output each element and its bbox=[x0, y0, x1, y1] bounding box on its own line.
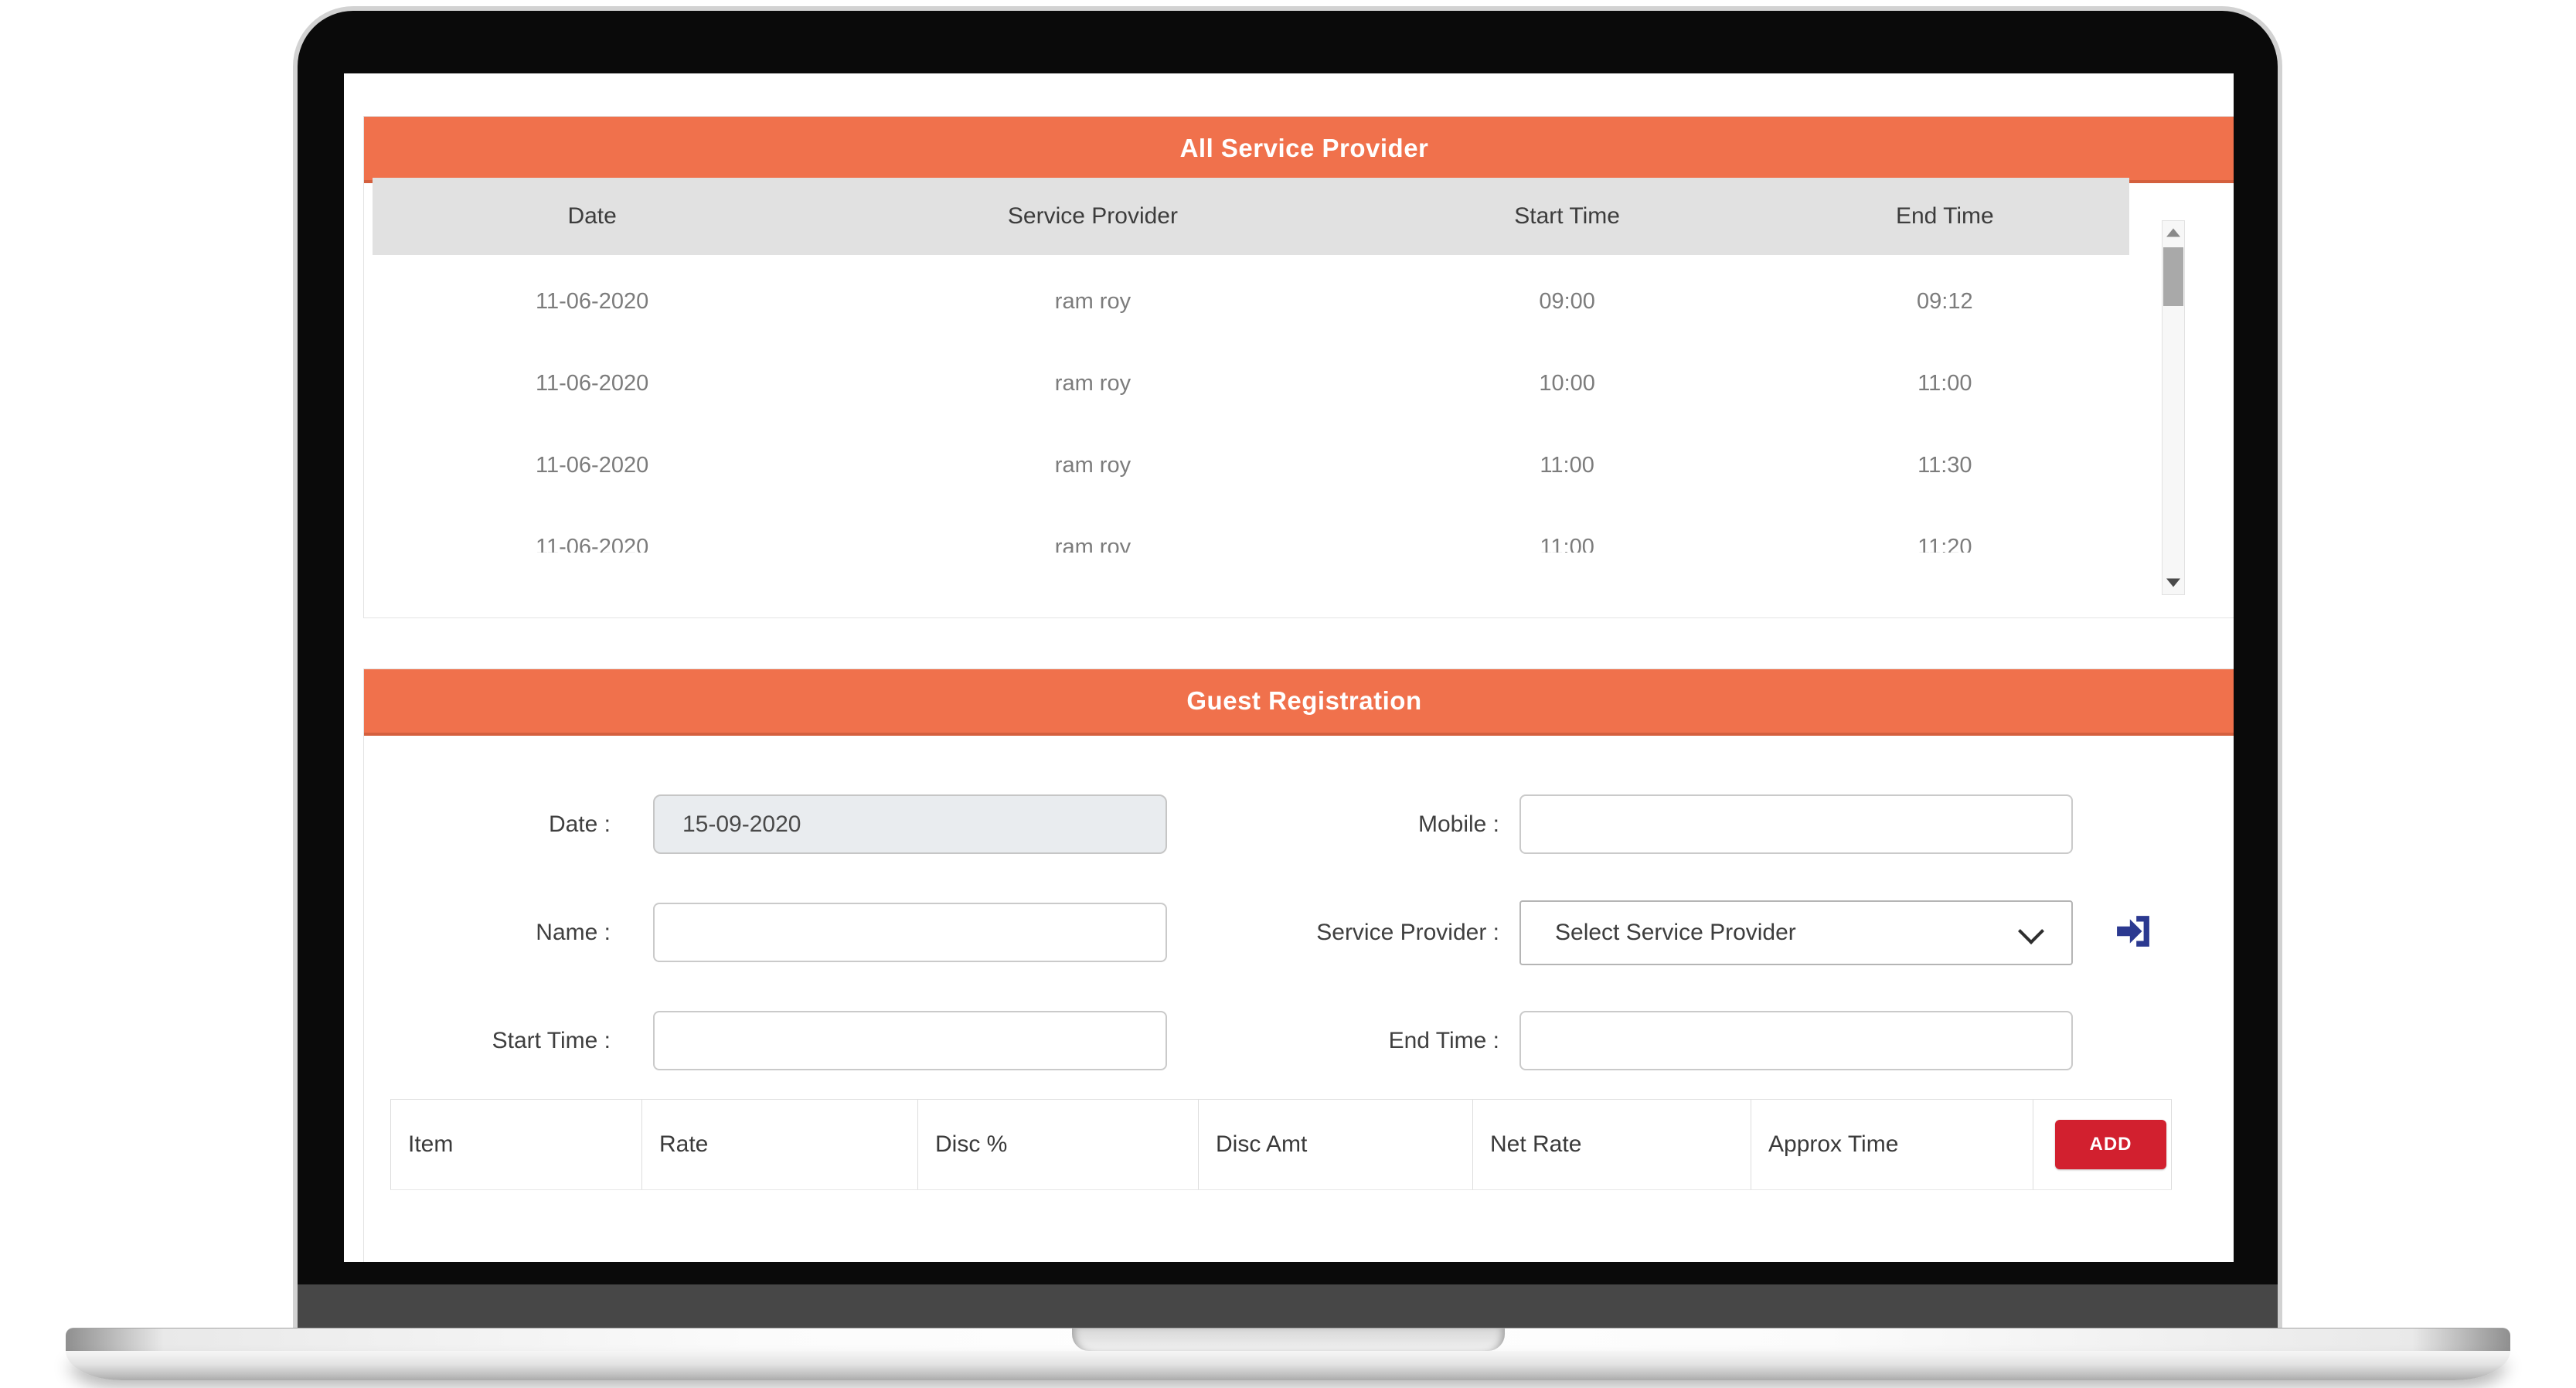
table-row: 11-06-2020 ram roy 10:00 11:00 bbox=[373, 342, 2129, 424]
table-row: 11-06-2020 ram roy 11:00 11:30 bbox=[373, 424, 2129, 506]
column-header-start-time: Start Time bbox=[1514, 203, 1620, 229]
start-time-label: Start Time : bbox=[492, 1028, 611, 1053]
app-screen: All Service Provider Date Service Provid… bbox=[344, 73, 2234, 1262]
service-provider-table-body: 11-06-2020 ram roy 09:00 09:12 11-06-202… bbox=[373, 255, 2129, 553]
cell-end-time: 11:00 bbox=[1918, 371, 1972, 396]
column-header-rate: Rate bbox=[641, 1100, 917, 1189]
start-time-field[interactable] bbox=[653, 1011, 1167, 1070]
name-label: Name : bbox=[536, 920, 611, 945]
mobile-field[interactable] bbox=[1519, 794, 2073, 854]
column-header-date: Date bbox=[567, 203, 617, 229]
sign-in-icon[interactable] bbox=[2108, 913, 2158, 949]
cell-date: 11-06-2020 bbox=[536, 371, 649, 396]
column-header-end-time: End Time bbox=[1895, 203, 1994, 229]
items-table-header: Item Rate Disc % Disc Amt Net Rate Appro… bbox=[390, 1099, 2172, 1190]
guest-registration-panel: Guest Registration bbox=[363, 668, 2234, 1262]
cell-date: 11-06-2020 bbox=[536, 289, 649, 314]
cell-provider: ram roy bbox=[1054, 453, 1131, 478]
cell-end-time: 09:12 bbox=[1917, 289, 1973, 314]
cell-provider: ram roy bbox=[1054, 371, 1131, 396]
cell-end-time: 11:30 bbox=[1918, 453, 1972, 478]
triangle-down-icon bbox=[2166, 578, 2180, 587]
column-header-approx-time: Approx Time bbox=[1751, 1100, 2033, 1189]
date-field[interactable] bbox=[653, 794, 1167, 854]
cell-start-time: 09:00 bbox=[1539, 289, 1595, 314]
column-header-net-rate: Net Rate bbox=[1472, 1100, 1751, 1189]
cell-provider: ram roy bbox=[1054, 535, 1131, 553]
name-field[interactable] bbox=[653, 903, 1167, 962]
table-row: 11-06-2020 ram roy 11:00 11:20 bbox=[373, 506, 2129, 553]
cell-date: 11-06-2020 bbox=[536, 535, 649, 553]
table-row: 11-06-2020 ram roy 09:00 09:12 bbox=[373, 260, 2129, 342]
add-button[interactable]: ADD bbox=[2055, 1120, 2166, 1169]
end-time-label: End Time : bbox=[1388, 1028, 1499, 1053]
column-header-disc-amt: Disc Amt bbox=[1198, 1100, 1472, 1189]
laptop-base-bottom bbox=[66, 1351, 2510, 1380]
panel-title-guest-registration: Guest Registration bbox=[364, 669, 2234, 736]
cell-provider: ram roy bbox=[1054, 289, 1131, 314]
date-label: Date : bbox=[548, 811, 611, 837]
column-header-item: Item bbox=[390, 1100, 641, 1189]
scrollbar-thumb[interactable] bbox=[2163, 247, 2183, 306]
service-provider-table-header: Date Service Provider Start Time End Tim… bbox=[373, 178, 2129, 255]
scroll-down-button[interactable] bbox=[2163, 571, 2184, 594]
items-table-action-column: ADD bbox=[2033, 1100, 2172, 1189]
column-header-service-provider: Service Provider bbox=[1007, 203, 1178, 229]
service-provider-select[interactable]: Select Service Provider bbox=[1519, 900, 2073, 965]
cell-date: 11-06-2020 bbox=[536, 453, 649, 478]
panel-title-all-service-provider: All Service Provider bbox=[364, 117, 2234, 183]
end-time-field[interactable] bbox=[1519, 1011, 2073, 1070]
column-header-disc-percent: Disc % bbox=[917, 1100, 1198, 1189]
cell-end-time: 11:20 bbox=[1918, 535, 1972, 553]
cell-start-time: 10:00 bbox=[1539, 371, 1595, 396]
cell-start-time: 11:00 bbox=[1540, 453, 1594, 478]
laptop-base bbox=[66, 1328, 2510, 1352]
laptop-base-notch bbox=[1071, 1328, 1505, 1351]
mobile-label: Mobile : bbox=[1417, 811, 1499, 837]
cell-start-time: 11:00 bbox=[1540, 535, 1594, 553]
table-scrollbar[interactable] bbox=[2162, 220, 2185, 595]
service-provider-label: Service Provider : bbox=[1316, 920, 1499, 945]
service-provider-selected-value: Select Service Provider bbox=[1555, 920, 1796, 945]
triangle-up-icon bbox=[2166, 228, 2180, 237]
scroll-up-button[interactable] bbox=[2163, 221, 2184, 244]
laptop-hinge bbox=[298, 1284, 2278, 1328]
